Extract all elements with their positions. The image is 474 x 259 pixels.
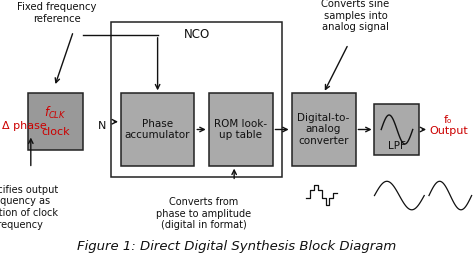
Bar <box>292 93 356 166</box>
Text: Phase
accumulator: Phase accumulator <box>125 119 191 140</box>
Text: Specifies output
frequency as
fraction of clock
frequency: Specifies output frequency as fraction o… <box>0 185 59 229</box>
Text: Fixed frequency
reference: Fixed frequency reference <box>17 2 97 24</box>
Bar <box>28 93 83 150</box>
Text: Converts from
phase to amplitude
(digital in format): Converts from phase to amplitude (digita… <box>156 197 251 230</box>
Bar <box>374 104 419 155</box>
Bar <box>121 93 194 166</box>
Text: N: N <box>98 121 106 131</box>
Text: fₒ
Output: fₒ Output <box>429 115 468 136</box>
Text: LPF: LPF <box>388 141 406 151</box>
Text: NCO: NCO <box>183 28 210 41</box>
Text: Digital-to-
analog
converter: Digital-to- analog converter <box>297 113 350 146</box>
Text: ROM look-
up table: ROM look- up table <box>214 119 267 140</box>
Bar <box>209 93 273 166</box>
Text: clock: clock <box>41 127 70 137</box>
Bar <box>111 22 282 177</box>
Text: $f_{CLK}$: $f_{CLK}$ <box>45 105 67 121</box>
Text: Converts sine
samples into
analog signal: Converts sine samples into analog signal <box>321 0 390 32</box>
Text: Δ phase: Δ phase <box>2 121 47 131</box>
Text: Figure 1: Direct Digital Synthesis Block Diagram: Figure 1: Direct Digital Synthesis Block… <box>77 240 397 253</box>
